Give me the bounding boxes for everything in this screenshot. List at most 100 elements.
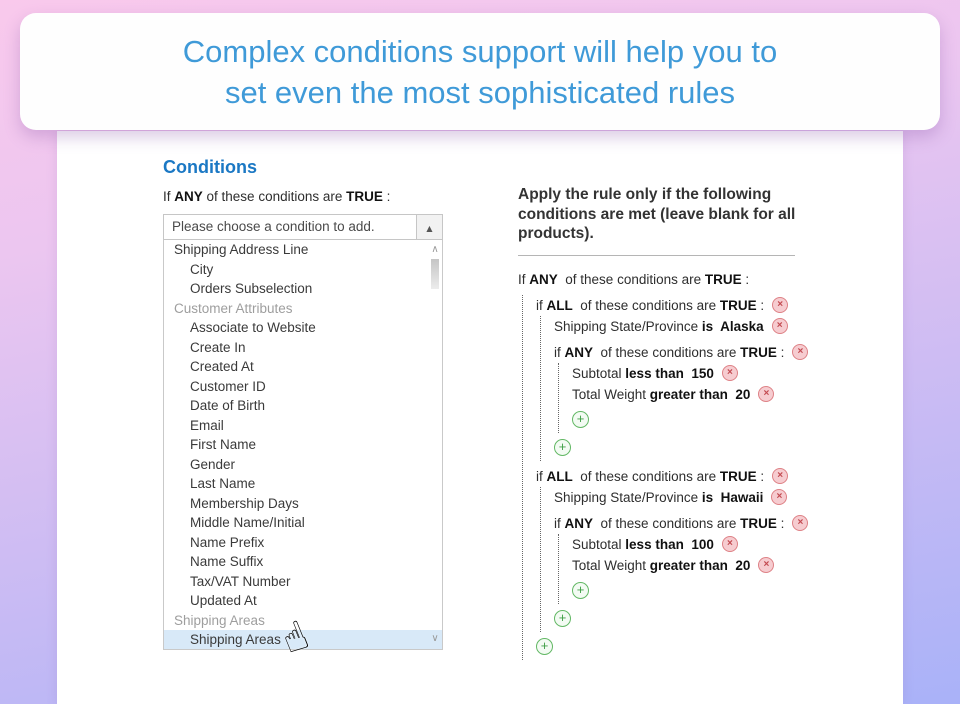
- intro-text: If: [163, 189, 175, 204]
- apply-rule-heading: Apply the rule only if the following con…: [518, 186, 796, 242]
- condition-text-segment: If: [518, 271, 530, 287]
- dropdown-option[interactable]: Email: [190, 417, 224, 433]
- add-condition-button[interactable]: +: [572, 411, 589, 428]
- list-scrollbar[interactable]: ∧ ∨: [428, 240, 442, 649]
- dropdown-option[interactable]: Name Prefix: [190, 534, 265, 550]
- intro-any-keyword: ANY: [174, 189, 203, 204]
- scroll-thumb[interactable]: [431, 259, 439, 289]
- dropdown-group-header: Shipping Areas: [174, 612, 265, 628]
- dropdown-option[interactable]: Membership Days: [190, 495, 299, 511]
- condition-branch: if ALL of these conditions are TRUE : × Sh…: [522, 294, 820, 660]
- dropdown-option[interactable]: Date of Birth: [190, 398, 266, 413]
- banner-title-line1: Complex conditions support will help you…: [182, 33, 778, 69]
- condition-row: Shipping State/Province is Alaska ×: [554, 316, 820, 337]
- condition-text-segment: of these conditions are: [557, 271, 705, 287]
- condition-row: Subtotal less than 100 ×: [572, 534, 820, 555]
- condition-group-row: if ANY of these conditions are TRUE : ×: [554, 513, 820, 534]
- dropdown-group-header: Customer Attributes: [174, 300, 293, 316]
- divider: [518, 254, 795, 256]
- condition-text-segment: TRUE: [704, 271, 742, 287]
- condition-text-segment: TRUE: [740, 515, 777, 531]
- remove-condition-button[interactable]: ×: [771, 489, 788, 505]
- content-card: Conditions If ANY of these conditions ar…: [57, 131, 903, 704]
- condition-text-segment: Alaska: [713, 318, 764, 334]
- condition-text-segment: :: [756, 297, 765, 313]
- condition-text-segment: if: [554, 344, 565, 360]
- condition-group-row: if ANY of these conditions are TRUE : ×: [554, 342, 820, 363]
- condition-text-segment: Shipping State/Province: [554, 489, 702, 505]
- select-toggle-button[interactable]: ▲: [416, 215, 442, 239]
- dropdown-option[interactable]: Create In: [190, 339, 246, 355]
- dropdown-option[interactable]: Updated At: [190, 593, 257, 608]
- condition-branch: Shipping State/Province is Alaska × if ANY…: [540, 315, 820, 461]
- condition-text-segment: TRUE: [719, 297, 757, 313]
- condition-text-segment: TRUE: [719, 468, 757, 484]
- condition-text-segment: Shipping State/Province: [554, 318, 702, 334]
- remove-condition-button[interactable]: ×: [771, 318, 788, 334]
- add-condition-button[interactable]: +: [572, 582, 589, 599]
- condition-row: Subtotal less than 150 ×: [572, 363, 820, 384]
- condition-text-segment: Subtotal: [572, 536, 626, 552]
- dropdown-option[interactable]: Customer ID: [190, 378, 266, 394]
- condition-text-segment: greater than: [649, 386, 728, 402]
- conditions-panel: Conditions If ANY of these conditions ar…: [163, 157, 443, 650]
- scroll-up-icon[interactable]: ∧: [431, 244, 439, 255]
- condition-node: if ANY of these conditions are TRUE : × Su…: [554, 513, 820, 604]
- condition-text-segment: ANY: [564, 515, 594, 531]
- dropdown-option[interactable]: Associate to Website: [190, 320, 316, 335]
- condition-text-segment: ANY: [529, 271, 558, 287]
- dropdown-option[interactable]: Middle Name/Initial: [190, 515, 305, 530]
- remove-condition-button[interactable]: ×: [721, 536, 738, 552]
- add-condition-row: +: [572, 409, 820, 431]
- condition-node: If ANY of these conditions are TRUE : if …: [518, 269, 820, 660]
- remove-condition-button[interactable]: ×: [772, 468, 789, 484]
- dropdown-option[interactable]: City: [190, 261, 214, 277]
- condition-text-segment: less than: [625, 536, 684, 552]
- condition-text-segment: ALL: [546, 468, 573, 484]
- condition-text-segment: of these conditions are: [572, 468, 720, 484]
- condition-select[interactable]: Please choose a condition to add. ▲: [163, 214, 443, 240]
- dropdown-option[interactable]: Last Name: [190, 476, 256, 491]
- dropdown-option[interactable]: Orders Subselection: [190, 281, 313, 296]
- add-condition-button[interactable]: +: [554, 610, 571, 627]
- dropdown-option[interactable]: Tax/VAT Number: [190, 573, 291, 589]
- condition-text-segment: 100: [683, 536, 714, 552]
- add-condition-button[interactable]: +: [554, 439, 571, 456]
- condition-text-segment: TRUE: [740, 344, 777, 360]
- add-condition-row: +: [572, 580, 820, 602]
- apply-rule-panel: Apply the rule only if the following con…: [518, 185, 820, 660]
- condition-text-segment: :: [741, 271, 750, 287]
- condition-text-segment: Total Weight: [572, 386, 650, 402]
- scroll-down-icon[interactable]: ∨: [431, 633, 439, 644]
- condition-node: Subtotal less than 150 ×: [572, 363, 820, 384]
- condition-node: if ALL of these conditions are TRUE : × Sh…: [536, 295, 820, 461]
- condition-node: Shipping State/Province is Alaska ×: [554, 316, 820, 337]
- dropdown-option[interactable]: First Name: [190, 437, 257, 452]
- rule-tree: If ANY of these conditions are TRUE : if …: [518, 269, 820, 660]
- dropdown-option[interactable]: Shipping Areas: [164, 630, 442, 649]
- dropdown-option[interactable]: Created At: [190, 359, 254, 374]
- banner-title-line2: set even the most sophisticated rules: [224, 74, 736, 110]
- dropdown-option[interactable]: Shipping Address Line: [174, 242, 309, 257]
- condition-branch: Shipping State/Province is Hawaii × if ANY…: [540, 486, 820, 632]
- add-condition-row: +: [536, 636, 820, 658]
- remove-condition-button[interactable]: ×: [792, 515, 809, 531]
- remove-condition-button[interactable]: ×: [721, 365, 738, 381]
- condition-text-segment: 20: [727, 386, 751, 402]
- condition-text-segment: ALL: [546, 297, 573, 313]
- conditions-intro: If ANY of these conditions are TRUE :: [163, 189, 443, 204]
- remove-condition-button[interactable]: ×: [758, 386, 775, 402]
- dropdown-option[interactable]: Name Suffix: [190, 554, 264, 569]
- remove-condition-button[interactable]: ×: [758, 557, 775, 573]
- condition-text-segment: :: [776, 344, 785, 360]
- condition-text-segment: of these conditions are: [572, 297, 720, 313]
- condition-text-segment: of these conditions are: [593, 515, 741, 531]
- remove-condition-button[interactable]: ×: [792, 344, 809, 360]
- condition-node: Total Weight greater than 20 ×: [572, 555, 820, 576]
- dropdown-option[interactable]: Gender: [190, 456, 236, 472]
- conditions-heading: Conditions: [163, 157, 257, 177]
- condition-text-segment: if: [554, 515, 565, 531]
- add-condition-row: +: [554, 608, 820, 630]
- add-condition-button[interactable]: +: [536, 638, 553, 655]
- remove-condition-button[interactable]: ×: [772, 297, 789, 313]
